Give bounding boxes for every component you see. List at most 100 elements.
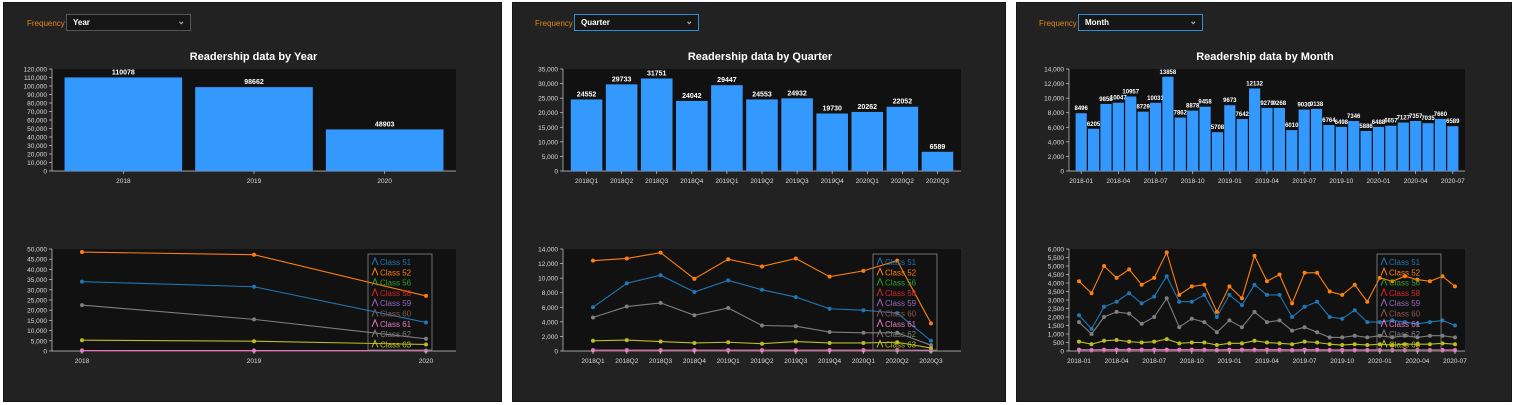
x-tick-label: 2018-04 bbox=[1106, 178, 1130, 185]
bar-data-label: 6205 bbox=[1087, 122, 1101, 128]
data-point bbox=[1265, 340, 1269, 345]
legend-marker bbox=[1380, 297, 1388, 307]
data-point bbox=[1440, 333, 1445, 338]
data-point bbox=[1177, 299, 1182, 304]
bar-data-label: 6488 bbox=[1372, 120, 1386, 126]
legend-marker bbox=[371, 328, 379, 338]
bar bbox=[1236, 119, 1248, 171]
data-point bbox=[1453, 347, 1457, 352]
frequency-select[interactable]: Quarter ⌄ bbox=[574, 14, 699, 31]
data-point bbox=[1302, 325, 1307, 330]
bar-data-label: 7127 bbox=[1397, 116, 1411, 122]
legend-entry: Class 63 bbox=[885, 340, 917, 349]
bar-data-label: 7357 bbox=[1409, 114, 1423, 120]
bar bbox=[1088, 128, 1100, 171]
chevron-down-icon: ⌄ bbox=[1189, 16, 1197, 26]
data-point bbox=[1227, 347, 1232, 352]
legend-entry: Class 60 bbox=[380, 310, 412, 319]
frequency-label: Frequency bbox=[1039, 19, 1077, 28]
data-point bbox=[1239, 296, 1244, 301]
bar bbox=[1137, 111, 1149, 171]
bar-data-label: 24553 bbox=[752, 91, 772, 98]
bar-data-label: 8729 bbox=[1136, 105, 1150, 111]
data-point bbox=[1402, 342, 1407, 347]
legend-entry: Class 61 bbox=[885, 320, 917, 329]
y-tick-label: 2,500 bbox=[1048, 306, 1065, 313]
bar-data-label: 98662 bbox=[244, 79, 264, 86]
y-tick-label: 5,500 bbox=[1048, 255, 1065, 262]
data-point bbox=[793, 295, 798, 300]
x-tick-label: 2018Q2 bbox=[610, 178, 634, 185]
bar-chart-month: 0 2,000 4,000 6,000 8,000 10,000 12,000 14,000 8… bbox=[1044, 67, 1465, 186]
y-tick-label: 40,000 bbox=[27, 135, 47, 142]
data-point bbox=[1089, 291, 1094, 296]
y-tick-label: 40,000 bbox=[27, 267, 47, 274]
frequency-select[interactable]: Month ⌄ bbox=[1078, 14, 1203, 31]
y-tick-label: 60,000 bbox=[27, 118, 47, 125]
data-point bbox=[1427, 320, 1432, 325]
bar bbox=[1273, 107, 1285, 171]
legend-marker bbox=[371, 308, 379, 317]
bar-data-label: 24932 bbox=[787, 90, 807, 97]
y-tick-label: 25,000 bbox=[27, 298, 47, 305]
y-tick-label: 1,500 bbox=[1048, 323, 1065, 330]
x-tick-label: 2020 bbox=[419, 358, 434, 365]
data-point bbox=[1152, 315, 1157, 319]
data-point bbox=[658, 339, 663, 344]
legend-marker bbox=[876, 277, 884, 286]
x-tick-label: 2019-10 bbox=[1330, 358, 1354, 365]
data-point bbox=[1139, 321, 1144, 326]
data-point bbox=[1164, 296, 1169, 301]
data-point bbox=[1402, 320, 1407, 325]
data-point bbox=[1302, 347, 1307, 352]
x-tick-label: 2018-01 bbox=[1067, 358, 1091, 365]
data-point bbox=[80, 250, 84, 255]
x-tick-label: 2020-07 bbox=[1443, 358, 1467, 365]
data-point bbox=[760, 264, 764, 269]
data-point bbox=[1139, 340, 1144, 345]
legend-box bbox=[1376, 253, 1442, 351]
data-point bbox=[1340, 292, 1345, 297]
data-point bbox=[1227, 292, 1232, 297]
frequency-label: Frequency bbox=[27, 19, 65, 28]
data-point bbox=[1139, 301, 1144, 306]
legend-marker bbox=[876, 339, 884, 348]
bar bbox=[640, 78, 673, 171]
data-point bbox=[1390, 343, 1395, 348]
data-point bbox=[861, 308, 866, 313]
data-point bbox=[1340, 347, 1345, 352]
legend-box bbox=[872, 253, 938, 351]
x-tick-label: 2018 bbox=[75, 358, 90, 365]
legend-entry: Class 52 bbox=[885, 268, 917, 277]
data-point bbox=[1265, 292, 1269, 297]
bar-data-label: 8496 bbox=[1075, 106, 1089, 112]
data-point bbox=[1327, 342, 1332, 347]
x-tick-label: 2018Q1 bbox=[575, 178, 599, 185]
data-point bbox=[1077, 339, 1081, 344]
bar bbox=[1410, 120, 1422, 171]
y-tick-label: 0 bbox=[43, 349, 47, 356]
data-point bbox=[861, 330, 866, 335]
data-point bbox=[929, 321, 933, 326]
x-tick-label: 2019-07 bbox=[1293, 358, 1317, 365]
data-point bbox=[1365, 299, 1370, 304]
y-tick-label: 6,000 bbox=[542, 305, 559, 312]
data-point bbox=[1102, 347, 1107, 352]
x-tick-label: 2020Q3 bbox=[919, 358, 943, 365]
y-tick-label: 35,000 bbox=[27, 277, 47, 284]
x-tick-label: 2019Q1 bbox=[717, 358, 741, 365]
data-point bbox=[1340, 316, 1345, 321]
frequency-select[interactable]: Year ⌄ bbox=[66, 14, 191, 31]
bar bbox=[1335, 126, 1347, 171]
legend-marker bbox=[1380, 267, 1388, 276]
bar-data-label: 110078 bbox=[112, 69, 135, 76]
line-chart-quarter: 0 2,000 4,000 6,000 8,000 10,000 12,000 14,000 2… bbox=[538, 247, 961, 365]
bar-data-label: 5886 bbox=[1359, 124, 1373, 130]
line-chart-year: 0 5,000 10,000 15,000 20,000 25,000 30,000 35,0… bbox=[27, 247, 456, 365]
bar-data-label: 9268 bbox=[1273, 101, 1287, 107]
data-point bbox=[1127, 311, 1132, 316]
data-point bbox=[1440, 318, 1445, 323]
legend-marker bbox=[1380, 256, 1388, 266]
y-tick-label: 5,000 bbox=[542, 154, 559, 161]
data-point bbox=[591, 315, 595, 320]
